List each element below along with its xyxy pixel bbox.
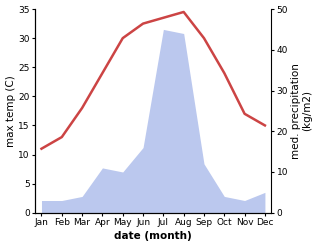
Y-axis label: max temp (C): max temp (C): [5, 75, 16, 147]
X-axis label: date (month): date (month): [114, 231, 192, 242]
Y-axis label: med. precipitation
(kg/m2): med. precipitation (kg/m2): [291, 63, 313, 159]
